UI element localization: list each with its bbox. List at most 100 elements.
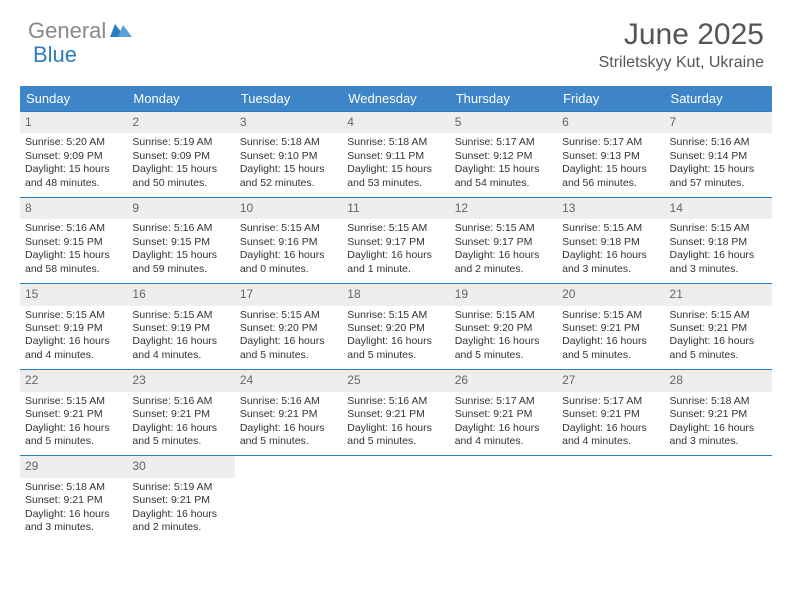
sunset-text: Sunset: 9:13 PM [562, 150, 659, 163]
sunset-text: Sunset: 9:15 PM [132, 236, 229, 249]
sunrise-text: Sunrise: 5:16 AM [240, 395, 337, 408]
sunrise-text: Sunrise: 5:19 AM [132, 136, 229, 149]
day-content: Sunrise: 5:17 AMSunset: 9:21 PMDaylight:… [557, 392, 664, 456]
sunrise-text: Sunrise: 5:15 AM [25, 395, 122, 408]
day-content: Sunrise: 5:15 AMSunset: 9:21 PMDaylight:… [557, 306, 664, 370]
daylight-text: Daylight: 15 hours and 57 minutes. [670, 163, 767, 190]
sunset-text: Sunset: 9:17 PM [455, 236, 552, 249]
day-cell [235, 456, 342, 542]
daylight-text: Daylight: 16 hours and 3 minutes. [25, 508, 122, 535]
day-content: Sunrise: 5:15 AMSunset: 9:20 PMDaylight:… [342, 306, 449, 370]
day-number: 2 [127, 112, 234, 133]
daylight-text: Daylight: 16 hours and 1 minute. [347, 249, 444, 276]
day-number: 30 [127, 456, 234, 477]
sunrise-text: Sunrise: 5:15 AM [670, 309, 767, 322]
day-content: Sunrise: 5:15 AMSunset: 9:16 PMDaylight:… [235, 219, 342, 283]
daylight-text: Daylight: 16 hours and 4 minutes. [455, 422, 552, 449]
week-row: 1Sunrise: 5:20 AMSunset: 9:09 PMDaylight… [20, 112, 772, 198]
day-number: 19 [450, 284, 557, 305]
day-content: Sunrise: 5:18 AMSunset: 9:11 PMDaylight:… [342, 133, 449, 197]
day-cell: 22Sunrise: 5:15 AMSunset: 9:21 PMDayligh… [20, 370, 127, 456]
day-cell [450, 456, 557, 542]
day-content: Sunrise: 5:16 AMSunset: 9:21 PMDaylight:… [342, 392, 449, 456]
day-content: Sunrise: 5:16 AMSunset: 9:21 PMDaylight:… [127, 392, 234, 456]
sunset-text: Sunset: 9:16 PM [240, 236, 337, 249]
daylight-text: Daylight: 15 hours and 59 minutes. [132, 249, 229, 276]
sunset-text: Sunset: 9:21 PM [132, 408, 229, 421]
sunrise-text: Sunrise: 5:20 AM [25, 136, 122, 149]
day-cell: 26Sunrise: 5:17 AMSunset: 9:21 PMDayligh… [450, 370, 557, 456]
location-text: Striletskyy Kut, Ukraine [599, 54, 764, 72]
day-number: 3 [235, 112, 342, 133]
sunset-text: Sunset: 9:17 PM [347, 236, 444, 249]
day-content: Sunrise: 5:16 AMSunset: 9:15 PMDaylight:… [127, 219, 234, 283]
day-cell: 4Sunrise: 5:18 AMSunset: 9:11 PMDaylight… [342, 112, 449, 198]
day-header: Thursday [450, 86, 557, 112]
day-header: Wednesday [342, 86, 449, 112]
daylight-text: Daylight: 15 hours and 58 minutes. [25, 249, 122, 276]
sunset-text: Sunset: 9:18 PM [562, 236, 659, 249]
day-number: 25 [342, 370, 449, 391]
page-header: General Blue June 2025 Striletskyy Kut, … [0, 0, 792, 80]
month-title: June 2025 [599, 18, 764, 52]
daylight-text: Daylight: 16 hours and 0 minutes. [240, 249, 337, 276]
day-number: 15 [20, 284, 127, 305]
logo: General Blue [28, 18, 132, 44]
sunset-text: Sunset: 9:21 PM [25, 494, 122, 507]
day-cell: 23Sunrise: 5:16 AMSunset: 9:21 PMDayligh… [127, 370, 234, 456]
calendar-body: 1Sunrise: 5:20 AMSunset: 9:09 PMDaylight… [20, 112, 772, 542]
sunset-text: Sunset: 9:21 PM [455, 408, 552, 421]
day-cell: 3Sunrise: 5:18 AMSunset: 9:10 PMDaylight… [235, 112, 342, 198]
day-number: 5 [450, 112, 557, 133]
daylight-text: Daylight: 16 hours and 4 minutes. [25, 335, 122, 362]
sunset-text: Sunset: 9:09 PM [132, 150, 229, 163]
day-number: 12 [450, 198, 557, 219]
day-content: Sunrise: 5:17 AMSunset: 9:12 PMDaylight:… [450, 133, 557, 197]
daylight-text: Daylight: 16 hours and 5 minutes. [240, 422, 337, 449]
sunrise-text: Sunrise: 5:15 AM [562, 309, 659, 322]
day-number: 18 [342, 284, 449, 305]
day-cell: 7Sunrise: 5:16 AMSunset: 9:14 PMDaylight… [665, 112, 772, 198]
day-number: 21 [665, 284, 772, 305]
daylight-text: Daylight: 16 hours and 5 minutes. [240, 335, 337, 362]
day-cell: 17Sunrise: 5:15 AMSunset: 9:20 PMDayligh… [235, 284, 342, 370]
day-cell: 14Sunrise: 5:15 AMSunset: 9:18 PMDayligh… [665, 198, 772, 284]
daylight-text: Daylight: 15 hours and 54 minutes. [455, 163, 552, 190]
day-header: Tuesday [235, 86, 342, 112]
sunrise-text: Sunrise: 5:15 AM [240, 309, 337, 322]
sunrise-text: Sunrise: 5:15 AM [240, 222, 337, 235]
day-cell: 20Sunrise: 5:15 AMSunset: 9:21 PMDayligh… [557, 284, 664, 370]
logo-triangle-icon [110, 21, 132, 42]
day-header-row: SundayMondayTuesdayWednesdayThursdayFrid… [20, 86, 772, 112]
day-content: Sunrise: 5:15 AMSunset: 9:17 PMDaylight:… [450, 219, 557, 283]
sunset-text: Sunset: 9:21 PM [347, 408, 444, 421]
day-content: Sunrise: 5:20 AMSunset: 9:09 PMDaylight:… [20, 133, 127, 197]
day-number: 14 [665, 198, 772, 219]
daylight-text: Daylight: 16 hours and 2 minutes. [132, 508, 229, 535]
sunrise-text: Sunrise: 5:15 AM [132, 309, 229, 322]
day-content: Sunrise: 5:15 AMSunset: 9:18 PMDaylight:… [665, 219, 772, 283]
day-number: 13 [557, 198, 664, 219]
sunrise-text: Sunrise: 5:18 AM [240, 136, 337, 149]
sunset-text: Sunset: 9:19 PM [25, 322, 122, 335]
sunset-text: Sunset: 9:21 PM [132, 494, 229, 507]
sunset-text: Sunset: 9:21 PM [562, 322, 659, 335]
sunset-text: Sunset: 9:18 PM [670, 236, 767, 249]
day-cell: 2Sunrise: 5:19 AMSunset: 9:09 PMDaylight… [127, 112, 234, 198]
sunset-text: Sunset: 9:20 PM [455, 322, 552, 335]
title-block: June 2025 Striletskyy Kut, Ukraine [599, 18, 764, 72]
day-cell: 11Sunrise: 5:15 AMSunset: 9:17 PMDayligh… [342, 198, 449, 284]
day-content: Sunrise: 5:15 AMSunset: 9:19 PMDaylight:… [20, 306, 127, 370]
sunrise-text: Sunrise: 5:15 AM [670, 222, 767, 235]
daylight-text: Daylight: 16 hours and 2 minutes. [455, 249, 552, 276]
sunset-text: Sunset: 9:11 PM [347, 150, 444, 163]
day-number: 4 [342, 112, 449, 133]
day-number: 27 [557, 370, 664, 391]
sunset-text: Sunset: 9:20 PM [240, 322, 337, 335]
daylight-text: Daylight: 16 hours and 3 minutes. [562, 249, 659, 276]
sunrise-text: Sunrise: 5:15 AM [562, 222, 659, 235]
day-number: 20 [557, 284, 664, 305]
sunrise-text: Sunrise: 5:17 AM [562, 395, 659, 408]
day-number: 29 [20, 456, 127, 477]
sunrise-text: Sunrise: 5:15 AM [455, 222, 552, 235]
